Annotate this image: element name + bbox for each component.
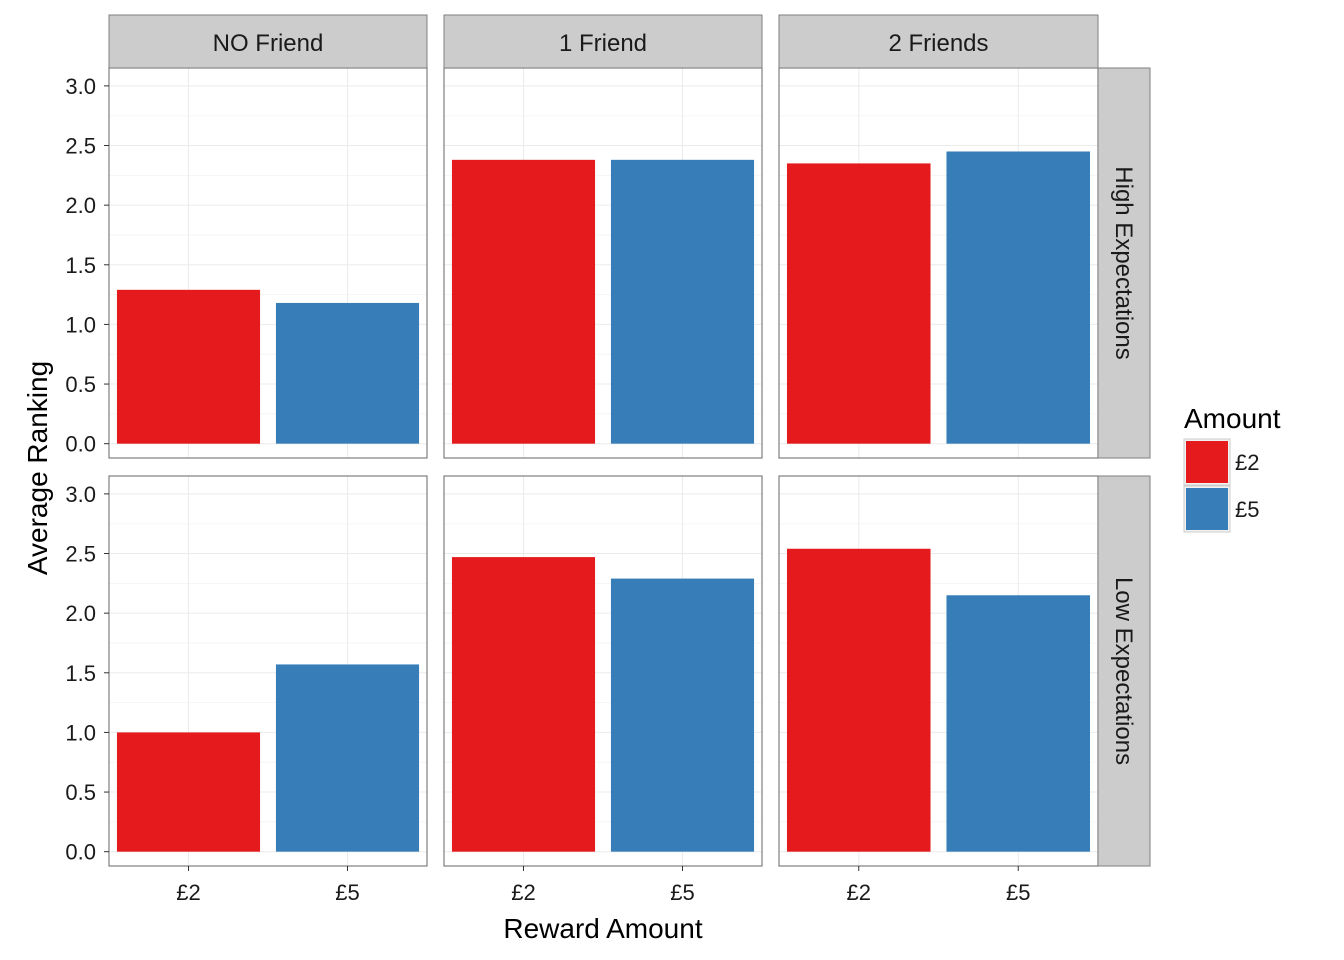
bar-1-friend-1 (610, 159, 755, 444)
column-strip (108, 14, 428, 69)
bar-2-friends-0 (786, 548, 931, 852)
x-tick-label: £5 (1006, 880, 1030, 905)
panel-1-1 (443, 475, 763, 867)
y-tick-label: 2.5 (65, 542, 96, 567)
x-tick-label: £2 (176, 880, 200, 905)
y-tick-label: 0.0 (65, 840, 96, 865)
x-tick-label: £2 (511, 880, 535, 905)
legend-key (1186, 441, 1228, 483)
bar-no-friend-1 (275, 302, 420, 444)
legend-key (1186, 488, 1228, 530)
legend-label: £5 (1235, 497, 1259, 522)
row-strip (1097, 475, 1151, 867)
y-tick-label: 0.5 (65, 372, 96, 397)
bar-2-friends-0 (786, 163, 931, 444)
panel-border (108, 475, 428, 867)
legend-title: Amount (1184, 403, 1281, 434)
panel-1-2 (778, 475, 1099, 867)
panels-layer (108, 67, 1099, 867)
legend: Amount £2 £5 (1183, 403, 1281, 533)
column-strip (778, 14, 1099, 69)
y-tick-label: 1.0 (65, 720, 96, 745)
bar-1-friend-0 (451, 557, 596, 852)
bar-2-friends-1 (946, 151, 1091, 444)
y-axis-title: Average Ranking (22, 361, 53, 575)
row-strip (1097, 67, 1151, 459)
panel-border (443, 475, 763, 867)
column-strip-label: NO Friend (213, 30, 324, 57)
y-tick-label: 2.0 (65, 601, 96, 626)
bar-1-friend-1 (610, 578, 755, 852)
bar-no-friend-1 (275, 664, 420, 852)
x-tick-label: £5 (335, 880, 359, 905)
axes-layer: 0.0 0.5 1.0 1.5 2.0 2.5 3.0 0.0 0.5 1.0 1.5 2.0 2.5 3… (65, 74, 1030, 905)
panel-0-2 (778, 67, 1099, 459)
column-strip (443, 14, 763, 69)
bar-2-friends-1 (946, 595, 1091, 852)
strips-layer: NO Friend 1 Friend 2 Friends High Expectati… (108, 14, 1151, 867)
legend-label: £2 (1235, 450, 1259, 475)
column-strip-label: 2 Friends (888, 30, 988, 57)
legend-items: £2 £5 (1183, 438, 1259, 533)
x-tick-label: £5 (670, 880, 694, 905)
y-tick-label: 3.0 (65, 74, 96, 99)
y-tick-label: 0.0 (65, 432, 96, 457)
y-tick-label: 1.5 (65, 661, 96, 686)
x-axis-title: Reward Amount (503, 913, 702, 944)
column-strip-label: 1 Friend (559, 30, 647, 57)
row-strip-label: High Expectations (1110, 166, 1137, 359)
x-tick-label: £2 (847, 880, 871, 905)
y-tick-label: 1.0 (65, 312, 96, 337)
bar-no-friend-0 (116, 289, 261, 444)
panel-1-0 (108, 475, 428, 867)
bar-no-friend-0 (116, 732, 261, 852)
panel-0-1 (443, 67, 763, 459)
panel-0-0 (108, 67, 428, 459)
y-tick-label: 0.5 (65, 780, 96, 805)
y-tick-label: 2.5 (65, 134, 96, 159)
row-strip-label: Low Expectations (1110, 577, 1137, 765)
bar-1-friend-0 (451, 159, 596, 444)
y-tick-label: 1.5 (65, 253, 96, 278)
y-tick-label: 2.0 (65, 193, 96, 218)
y-tick-label: 3.0 (65, 482, 96, 507)
